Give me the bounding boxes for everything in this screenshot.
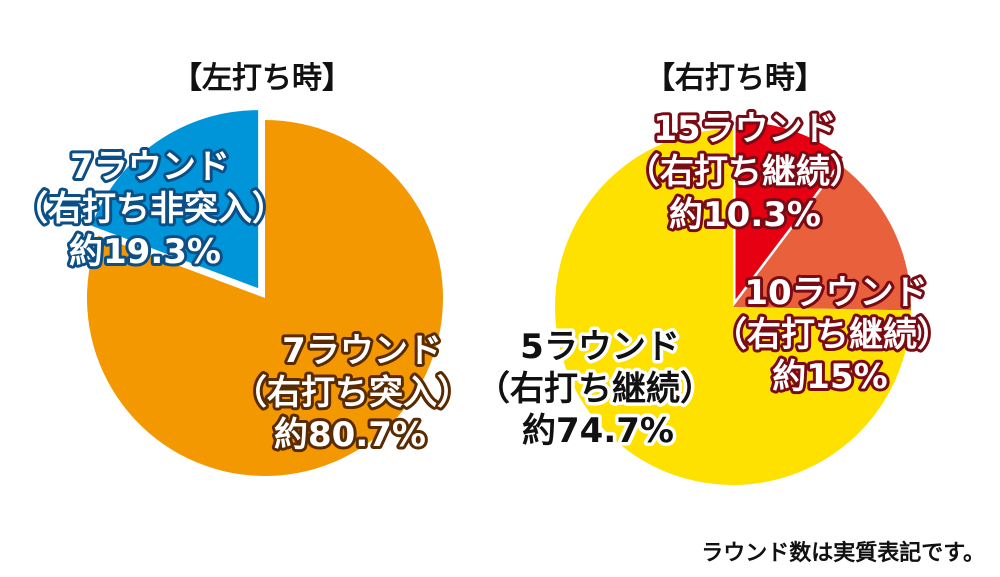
pie-slice: [555, 129, 911, 485]
label-line: （右打ち継続）: [713, 315, 951, 355]
label-value: 約80.7%: [274, 415, 426, 455]
label-value: 約10.3%: [669, 195, 821, 235]
label-line: 10ラウンド: [744, 273, 927, 313]
label-value: 約15%: [772, 357, 887, 397]
left-pie-slices: [87, 110, 443, 477]
label-value: 約19.3%: [69, 232, 221, 272]
pie-slice: [91, 110, 259, 289]
label-line: 15ラウンド: [653, 109, 836, 149]
pie-slice: [87, 120, 443, 477]
right-slice-label-red: 15ラウンド （右打ち継続） 約10.3%: [623, 106, 867, 238]
left-pie-title: 【左打ち時】: [172, 61, 352, 96]
pie-slice: [735, 121, 843, 300]
label-line: （右打ち非突入）: [14, 189, 286, 229]
left-slice-label-blue: 7ラウンド （右打ち非突入） 約19.3%: [11, 144, 289, 275]
right-pie: 【右打ち時】 5ラウンド （右打ち継続） 約74.7% 10ラウンド （右打ち継…: [473, 61, 954, 485]
left-slice-label-orange: 7ラウンド （右打ち突入） 約80.7%: [230, 328, 474, 458]
label-line: 7ラウンド: [70, 147, 230, 187]
label-line: （右打ち継続）: [476, 369, 714, 409]
left-pie: 【左打ち時】 7ラウンド （右打ち突入） 約80.7% 7ラウンド （右打ち非突…: [11, 61, 474, 477]
right-pie-slices: [555, 121, 912, 485]
right-slice-label-yellow: 5ラウンド （右打ち継続） 約74.7%: [473, 324, 718, 455]
right-pie-title: 【右打ち時】: [645, 61, 825, 96]
label-line: 5ラウンド: [520, 327, 680, 367]
footnote: ラウンド数は実質表記です。: [701, 540, 985, 566]
label-line: （右打ち継続）: [626, 152, 864, 192]
label-line: （右打ち突入）: [233, 373, 471, 413]
right-slice-label-orange-red: 10ラウンド （右打ち継続） 約15%: [710, 270, 954, 400]
label-line: 7ラウンド: [282, 331, 442, 371]
label-value: 約74.7%: [522, 411, 674, 451]
pie-slice: [733, 164, 912, 311]
